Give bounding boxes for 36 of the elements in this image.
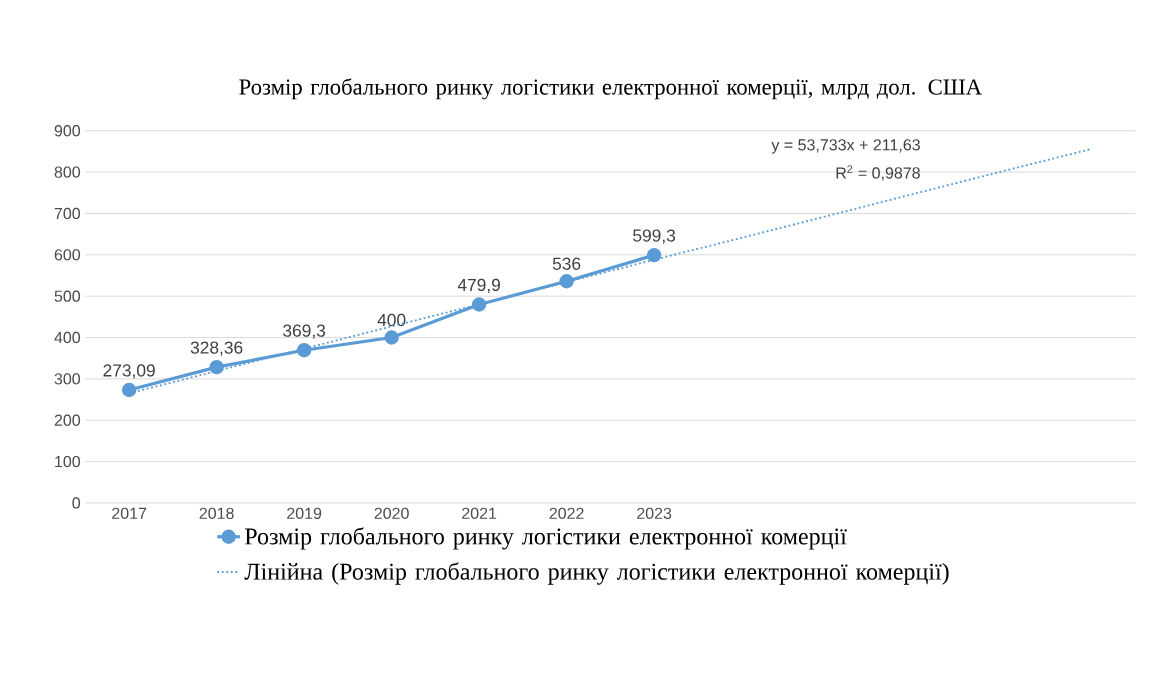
x-tick-label: 2022 <box>549 507 584 519</box>
point <box>471 297 487 312</box>
y-tick-label: 800 <box>54 166 81 178</box>
x-tick-label: 2019 <box>287 507 322 519</box>
y-tick-label: 900 <box>54 125 81 137</box>
y-tick-label: 400 <box>54 331 81 344</box>
point <box>384 330 399 345</box>
y-tick-label: 100 <box>55 455 81 468</box>
point <box>121 382 137 398</box>
data-label: 536 <box>552 257 581 270</box>
point <box>209 359 224 375</box>
x-tick-label: 2017 <box>112 507 147 519</box>
data-label: 400 <box>377 313 406 327</box>
y-tick-label: 500 <box>54 290 81 302</box>
data-label: 479,9 <box>457 278 500 294</box>
y-tick-label: 0 <box>72 497 81 509</box>
data-label: 369,3 <box>283 324 326 339</box>
x-tick-label: 2018 <box>199 507 234 519</box>
data-label: 328,36 <box>190 341 243 356</box>
chart-title: Розмір глобального ринку логістики електронної комерції, млрд дол. США <box>239 78 982 100</box>
x-tick-label: 2023 <box>637 507 672 519</box>
y-tick-label: 200 <box>54 414 81 426</box>
annotation: R$^{2}$ = 0,9878 <box>836 165 920 181</box>
legend-label: Розмір глобального ринку логістики електронної комерції <box>244 527 847 550</box>
y-tick-label: 700 <box>54 207 81 220</box>
y-tick-label: 600 <box>54 249 81 261</box>
y-tick-label: 300 <box>54 373 81 385</box>
x-tick-label: 2021 <box>462 507 497 519</box>
point <box>646 247 662 263</box>
point <box>296 343 312 358</box>
legend-label: Лінійна (Розмір глобального ринку логістики електронної комерції) <box>244 562 949 585</box>
annotation: y = 53,733x + 211,63 <box>771 139 920 154</box>
point <box>559 274 574 289</box>
data-label: 273,09 <box>103 364 155 379</box>
x-tick-label: 2020 <box>374 507 409 519</box>
data-label: 599,3 <box>633 229 676 244</box>
